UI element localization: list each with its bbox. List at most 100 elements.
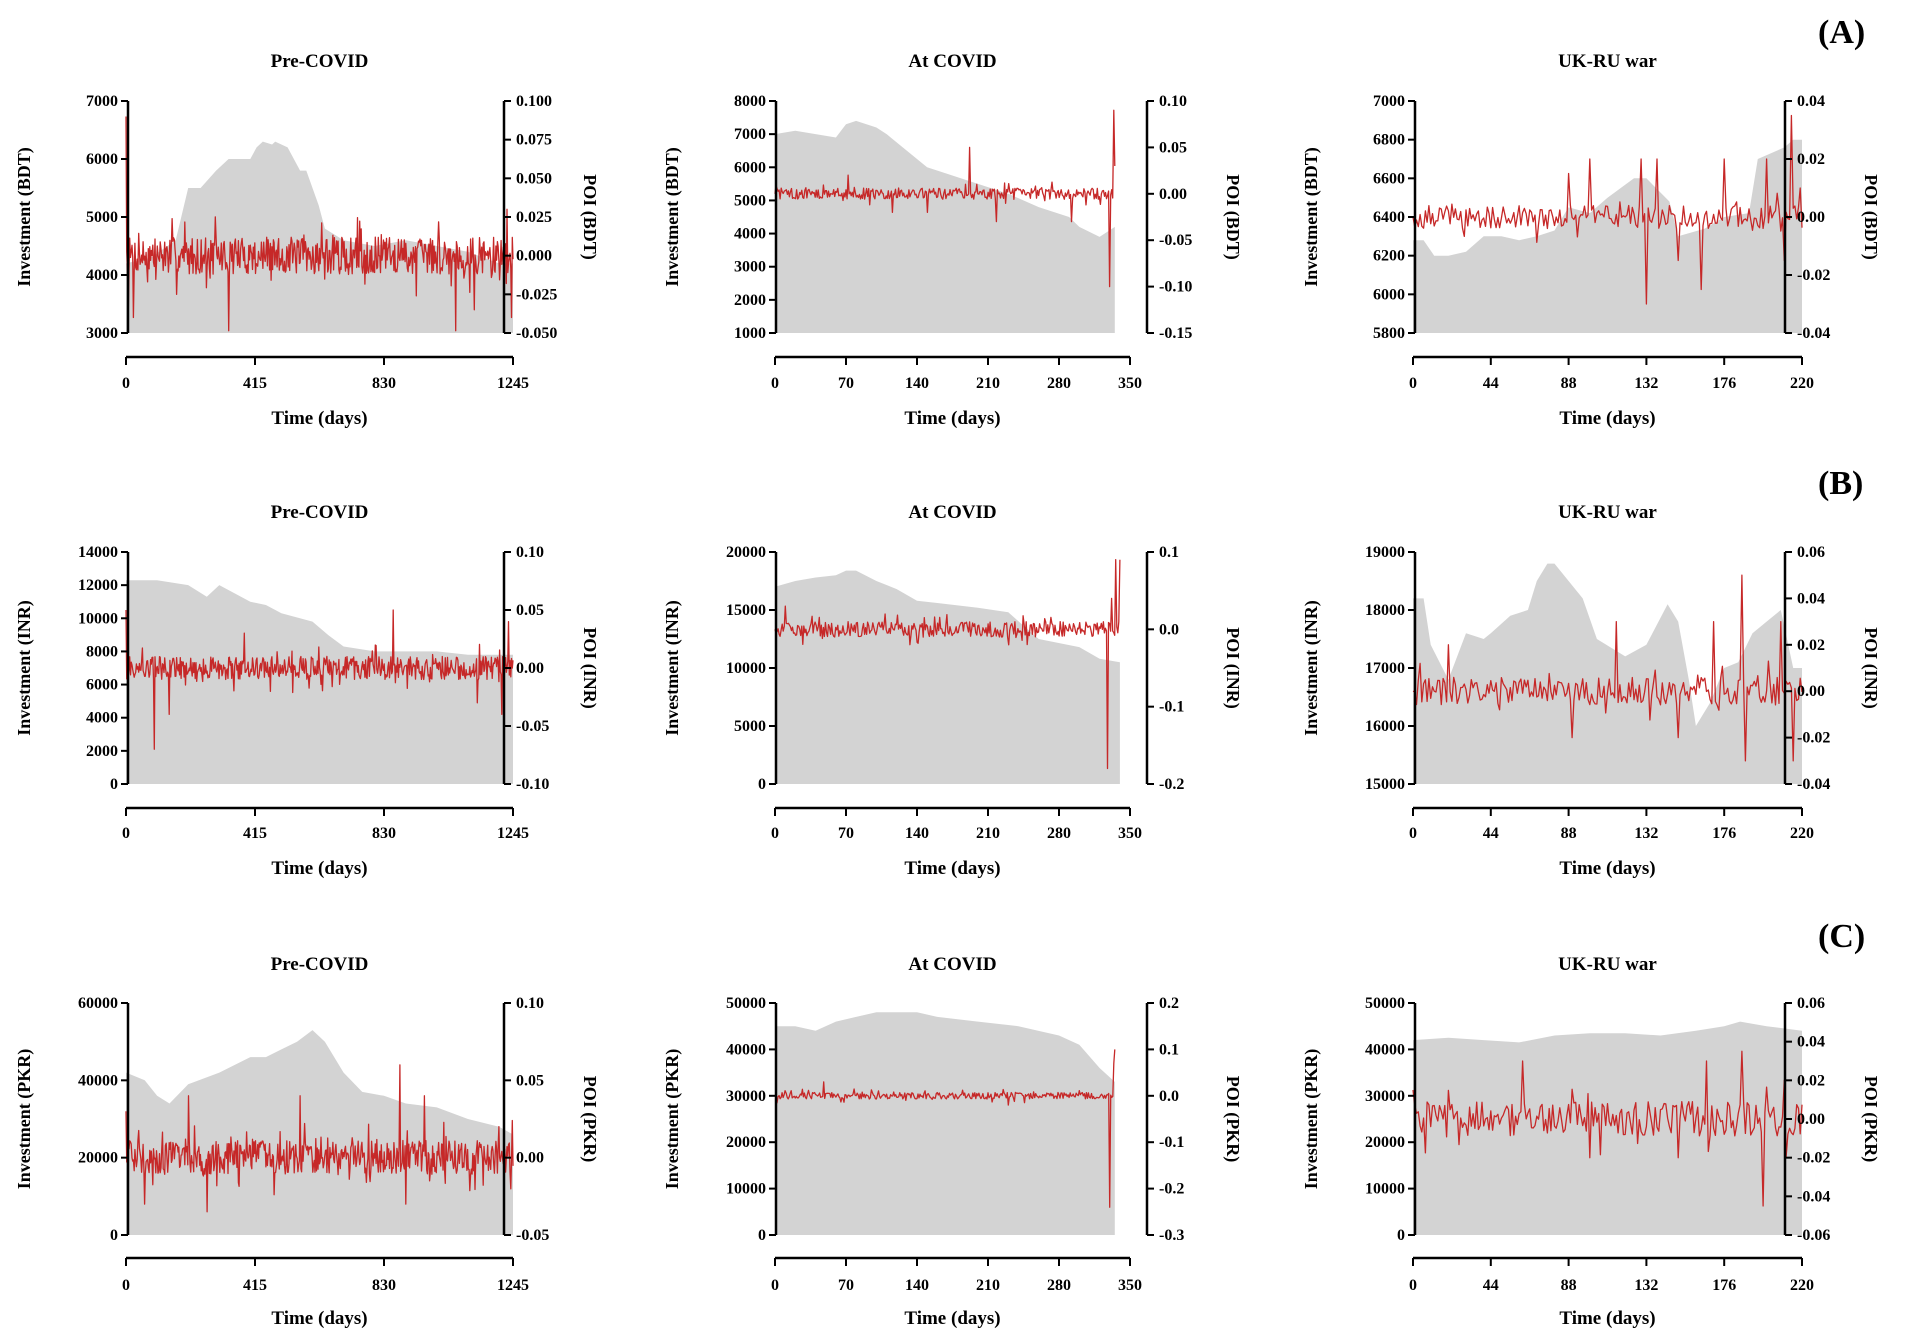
- left-y-tick-label: 15000: [726, 602, 766, 619]
- row-label: (C): [1818, 918, 1865, 955]
- left-y-axis-label: Investment (BDT): [1301, 147, 1322, 287]
- panel-title: At COVID: [908, 502, 996, 523]
- left-y-tick-label: 0: [1397, 1227, 1405, 1244]
- investment-area: [1413, 139, 1802, 333]
- investment-area: [126, 1030, 513, 1235]
- left-y-tick-label: 7000: [734, 126, 766, 143]
- row-label: (B): [1818, 465, 1863, 502]
- left-y-tick-label: 20000: [1365, 1134, 1405, 1151]
- right-y-tick-label: 0.05: [516, 602, 544, 619]
- left-y-tick-label: 5000: [734, 718, 766, 735]
- left-y-axis-label: Investment (PKR): [662, 1049, 683, 1189]
- right-y-tick-label: -0.2: [1159, 1181, 1184, 1198]
- right-y-tick-label: 0.02: [1797, 637, 1825, 654]
- poi-line: [1412, 574, 1803, 762]
- left-y-tick-label: 6200: [1373, 248, 1405, 265]
- chart-panel-0-2: UK-RU war 7000 6800 6600 6400 6200 6000 5800 0.0…: [1301, 51, 1881, 429]
- right-y-axis-label: POI (PKR): [1222, 1076, 1243, 1162]
- x-tick-label: 44: [1483, 1277, 1499, 1294]
- x-axis-label: Time (days): [904, 1308, 1000, 1329]
- left-y-tick-label: 0: [758, 1227, 766, 1244]
- left-y-tick-label: 16000: [1365, 718, 1405, 735]
- right-y-tick-label: 0.10: [516, 544, 544, 561]
- right-y-tick-label: -0.04: [1797, 1188, 1830, 1205]
- poi-line: [774, 1049, 1116, 1208]
- x-tick-label: 70: [838, 375, 854, 392]
- x-tick-label: 210: [976, 825, 1000, 842]
- x-tick-label: 0: [1409, 825, 1417, 842]
- right-y-axis-label: POI (PKR): [1860, 1076, 1881, 1162]
- x-tick-label: 280: [1047, 1277, 1071, 1294]
- x-tick-label: 0: [1409, 1277, 1417, 1294]
- left-y-tick-label: 8000: [734, 93, 766, 110]
- left-y-tick-label: 17000: [1365, 660, 1405, 677]
- left-y-tick-label: 14000: [78, 544, 118, 561]
- right-y-tick-label: 0.04: [1797, 1034, 1825, 1051]
- right-y-tick-label: 0.04: [1797, 93, 1825, 110]
- right-y-tick-label: -0.06: [1797, 1227, 1830, 1244]
- left-y-tick-label: 4000: [86, 710, 118, 727]
- x-tick-label: 140: [905, 375, 929, 392]
- x-tick-label: 280: [1047, 825, 1071, 842]
- investment-area: [775, 570, 1120, 784]
- left-y-axis-label: Investment (BDT): [662, 147, 683, 287]
- chart-panel-1-2: UK-RU war 19000 18000 17000 16000 15000 0.06 0.…: [1301, 502, 1881, 879]
- left-y-tick-label: 6800: [1373, 132, 1405, 149]
- right-y-tick-label: -0.02: [1797, 1150, 1830, 1167]
- x-tick-label: 220: [1790, 375, 1814, 392]
- x-tick-label: 220: [1790, 1277, 1814, 1294]
- x-tick-label: 132: [1634, 825, 1658, 842]
- left-y-tick-label: 6000: [1373, 286, 1405, 303]
- poi-line: [1412, 1050, 1803, 1207]
- left-y-tick-label: 20000: [78, 1150, 118, 1167]
- left-y-tick-label: 50000: [1365, 995, 1405, 1012]
- right-y-tick-label: 0.04: [1797, 590, 1825, 607]
- left-y-tick-label: 3000: [86, 325, 118, 342]
- left-y-tick-label: 0: [110, 1227, 118, 1244]
- left-y-axis-label: Investment (INR): [14, 600, 35, 735]
- right-y-axis-label: POI (INR): [1222, 627, 1243, 709]
- left-y-tick-label: 6000: [86, 151, 118, 168]
- x-tick-label: 415: [243, 825, 267, 842]
- x-tick-label: 88: [1561, 375, 1577, 392]
- right-y-tick-label: -0.050: [516, 325, 557, 342]
- x-axis-label: Time (days): [271, 858, 367, 879]
- left-y-tick-label: 10000: [78, 610, 118, 627]
- x-axis-label: Time (days): [1559, 1308, 1655, 1329]
- left-y-tick-label: 40000: [78, 1072, 118, 1089]
- x-axis-label: Time (days): [904, 858, 1000, 879]
- investment-area: [126, 580, 513, 784]
- right-y-tick-label: -0.2: [1159, 776, 1184, 793]
- x-tick-label: 176: [1712, 1277, 1736, 1294]
- right-y-tick-label: 0.06: [1797, 995, 1825, 1012]
- right-y-tick-label: -0.15: [1159, 325, 1192, 342]
- left-y-tick-label: 5000: [86, 209, 118, 226]
- right-y-tick-label: -0.04: [1797, 776, 1830, 793]
- left-y-tick-label: 6400: [1373, 209, 1405, 226]
- x-axis-label: Time (days): [271, 408, 367, 429]
- left-y-tick-label: 20000: [726, 1134, 766, 1151]
- x-tick-label: 350: [1118, 1277, 1142, 1294]
- panel-title: UK-RU war: [1558, 502, 1657, 523]
- panel-title: UK-RU war: [1558, 51, 1657, 72]
- left-y-tick-label: 6000: [734, 159, 766, 176]
- chart-panel-2-1: At COVID 50000 40000 30000 20000 10000 0 0.2 0.1…: [662, 954, 1243, 1329]
- right-y-tick-label: 0.100: [516, 93, 552, 110]
- poi-line: [125, 609, 514, 750]
- right-y-tick-label: -0.05: [516, 1227, 549, 1244]
- right-y-tick-label: 0.00: [1797, 683, 1825, 700]
- x-axis-label: Time (days): [271, 1308, 367, 1329]
- poi-line: [125, 116, 514, 332]
- x-tick-label: 1245: [497, 825, 529, 842]
- right-y-tick-label: -0.05: [1159, 232, 1192, 249]
- right-y-tick-label: -0.10: [1159, 279, 1192, 296]
- right-y-tick-label: -0.02: [1797, 730, 1830, 747]
- right-y-axis-label: POI (INR): [1860, 627, 1881, 709]
- right-y-tick-label: -0.02: [1797, 267, 1830, 284]
- right-y-tick-label: 0.02: [1797, 151, 1825, 168]
- left-y-axis-label: Investment (INR): [662, 600, 683, 735]
- x-tick-label: 176: [1712, 375, 1736, 392]
- x-tick-label: 70: [838, 825, 854, 842]
- panel-title: UK-RU war: [1558, 954, 1657, 975]
- right-y-axis-label: POI (BDT): [1860, 174, 1881, 260]
